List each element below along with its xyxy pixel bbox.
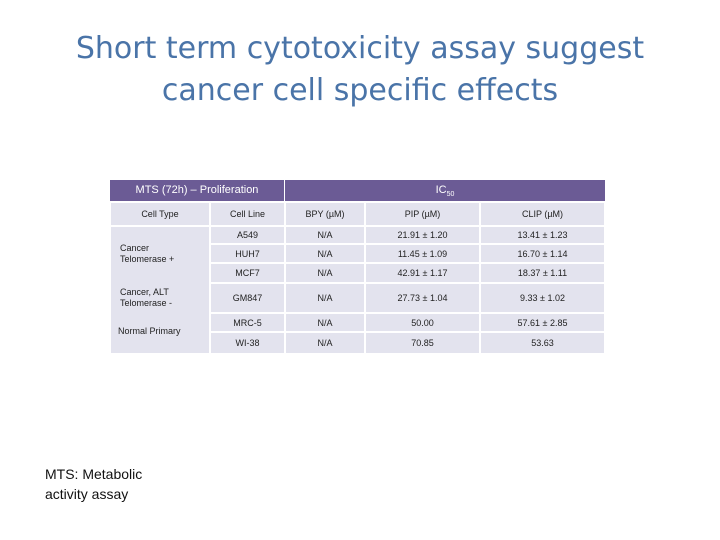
table-cell-pip: 11.45 ± 1.09 bbox=[365, 244, 480, 263]
table-cell-line: WI-38 bbox=[210, 332, 285, 354]
title-line-1: Short term cytotoxicity assay suggest bbox=[75, 31, 645, 66]
cell-type-line: Telomerase - bbox=[120, 298, 173, 308]
table-cell-clip: 53.63 bbox=[480, 332, 605, 354]
table-cell-bpy: N/A bbox=[285, 226, 365, 244]
footnote-line-2: activity assay bbox=[45, 486, 129, 502]
table-cell-bpy: N/A bbox=[285, 332, 365, 354]
header-ic50-label: IC bbox=[435, 184, 447, 196]
col-header-pip: PIP (µM) bbox=[365, 202, 480, 226]
table-cell-line: A549 bbox=[210, 226, 285, 244]
table-cell-clip: 13.41 ± 1.23 bbox=[480, 226, 605, 244]
col-header-cell-type: Cell Type bbox=[110, 202, 210, 226]
cell-type-line: Telomerase + bbox=[120, 254, 175, 264]
table-cell-pip: 50.00 bbox=[365, 313, 480, 332]
slide-title: Short term cytotoxicity assay suggest ca… bbox=[40, 28, 680, 112]
header-ic50: IC50 bbox=[285, 180, 606, 201]
table-cell-bpy: N/A bbox=[285, 263, 365, 283]
table-cell-clip: 57.61 ± 2.85 bbox=[480, 313, 605, 332]
cell-type-column bbox=[110, 226, 210, 354]
table-cell-line: MCF7 bbox=[210, 263, 285, 283]
table-cell-clip: 9.33 ± 1.02 bbox=[480, 283, 605, 313]
cell-type-normal: Normal Primary bbox=[118, 326, 181, 337]
col-header-clip: CLIP (µM) bbox=[480, 202, 605, 226]
title-line-2: cancer cell specific effects bbox=[161, 73, 559, 108]
table-cell-line: HUH7 bbox=[210, 244, 285, 263]
table-cell-bpy: N/A bbox=[285, 283, 365, 313]
table-cell-line: MRC-5 bbox=[210, 313, 285, 332]
table-cell-pip: 42.91 ± 1.17 bbox=[365, 263, 480, 283]
cell-type-line: Cancer, ALT bbox=[120, 287, 169, 297]
cell-type-line: Cancer bbox=[120, 243, 150, 253]
table-cell-pip: 21.91 ± 1.20 bbox=[365, 226, 480, 244]
table-cell-pip: 27.73 ± 1.04 bbox=[365, 283, 480, 313]
table-cell-pip: 70.85 bbox=[365, 332, 480, 354]
header-ic50-subscript: 50 bbox=[446, 191, 455, 198]
table-cell-bpy: N/A bbox=[285, 313, 365, 332]
col-header-bpy: BPY (µM) bbox=[285, 202, 365, 226]
table-cell-bpy: N/A bbox=[285, 244, 365, 263]
cell-type-cancer-alt: Cancer, ALT Telomerase - bbox=[120, 287, 172, 309]
table-cell-clip: 18.37 ± 1.11 bbox=[480, 263, 605, 283]
footnote: MTS: Metabolic activity assay bbox=[45, 464, 205, 504]
table-cell-clip: 16.70 ± 1.14 bbox=[480, 244, 605, 263]
table-cell-line: GM847 bbox=[210, 283, 285, 313]
cell-type-line: Normal Primary bbox=[118, 326, 181, 336]
footnote-line-1: MTS: Metabolic bbox=[45, 466, 143, 482]
col-header-cell-line: Cell Line bbox=[210, 202, 285, 226]
header-assay: MTS (72h) – Proliferation bbox=[110, 180, 285, 201]
cell-type-cancer-telomerase: Cancer Telomerase + bbox=[120, 243, 174, 265]
